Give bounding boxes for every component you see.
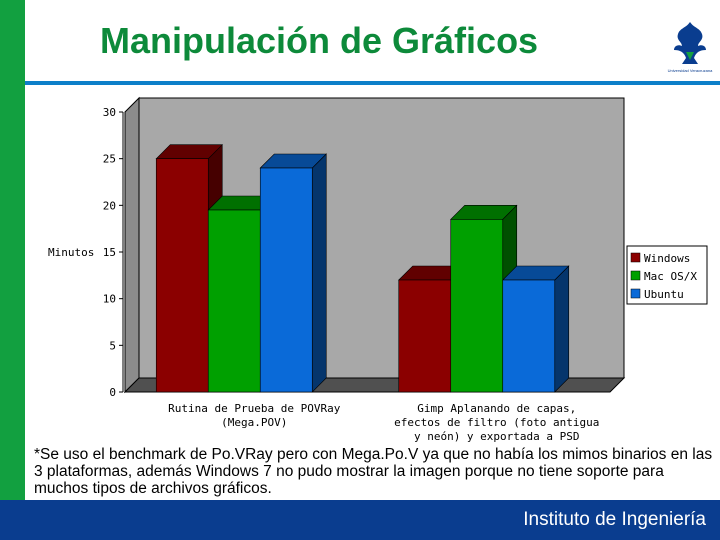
- x-category-label: Gimp Aplanando de capas, efectos de filtr…: [394, 402, 599, 443]
- bar-side: [311, 153, 327, 393]
- bar: [502, 279, 556, 393]
- y-tick-label: 10: [103, 293, 116, 306]
- footnote: *Se uso el benchmark de Po.VRay pero con…: [34, 446, 713, 497]
- chart-side-wall: [124, 96, 140, 394]
- x-category-label-line: (Mega.POV): [221, 416, 287, 429]
- x-category-label-line: Gimp Aplanando de capas,: [417, 402, 576, 415]
- legend-swatch: [630, 252, 641, 263]
- legend-entry: Windows: [644, 252, 690, 265]
- bar: [207, 209, 261, 393]
- bar-side: [554, 265, 570, 393]
- y-tick-label: 30: [103, 106, 116, 119]
- slide-title: Manipulación de Gráficos: [100, 20, 539, 61]
- bar: [259, 167, 313, 393]
- legend-swatch: [630, 288, 641, 299]
- y-tick-label: 5: [109, 339, 116, 352]
- legend-entry: Mac OS/X: [644, 270, 697, 283]
- logo-caption: Universidad Veracruzana: [668, 68, 713, 73]
- bar-chart: 0 5 10 15 20 25 30 Minutos Rutina de Prueba de P…: [48, 96, 708, 443]
- x-category-label-line: efectos de filtro (foto antigua: [394, 416, 599, 429]
- x-category-label-line: Rutina de Prueba de POVRay: [168, 402, 341, 415]
- legend-box: [626, 245, 708, 305]
- y-tick-label: 15: [103, 246, 116, 259]
- university-logo: Universidad Veracruzana: [660, 16, 720, 76]
- x-category-label: Rutina de Prueba de POVRay (Mega.POV): [168, 402, 341, 429]
- title-underline: [25, 81, 720, 85]
- legend-swatch: [630, 270, 641, 281]
- footer-institution: Instituto de Ingeniería: [523, 509, 706, 530]
- y-tick-label: 20: [103, 199, 116, 212]
- left-accent-bar: [0, 0, 25, 500]
- university-crest-icon: Universidad Veracruzana: [668, 22, 713, 73]
- y-tick-label: 0: [109, 386, 116, 399]
- bar: [155, 158, 209, 393]
- bar: [398, 279, 452, 393]
- footer-bar: Instituto de Ingeniería: [0, 500, 720, 540]
- bar: [450, 219, 504, 393]
- y-tick-label: 25: [103, 153, 116, 166]
- y-axis-label: Minutos: [48, 246, 94, 259]
- legend-entry: Ubuntu: [644, 288, 684, 301]
- x-category-label-line: y neón) y exportada a PSD: [414, 430, 580, 443]
